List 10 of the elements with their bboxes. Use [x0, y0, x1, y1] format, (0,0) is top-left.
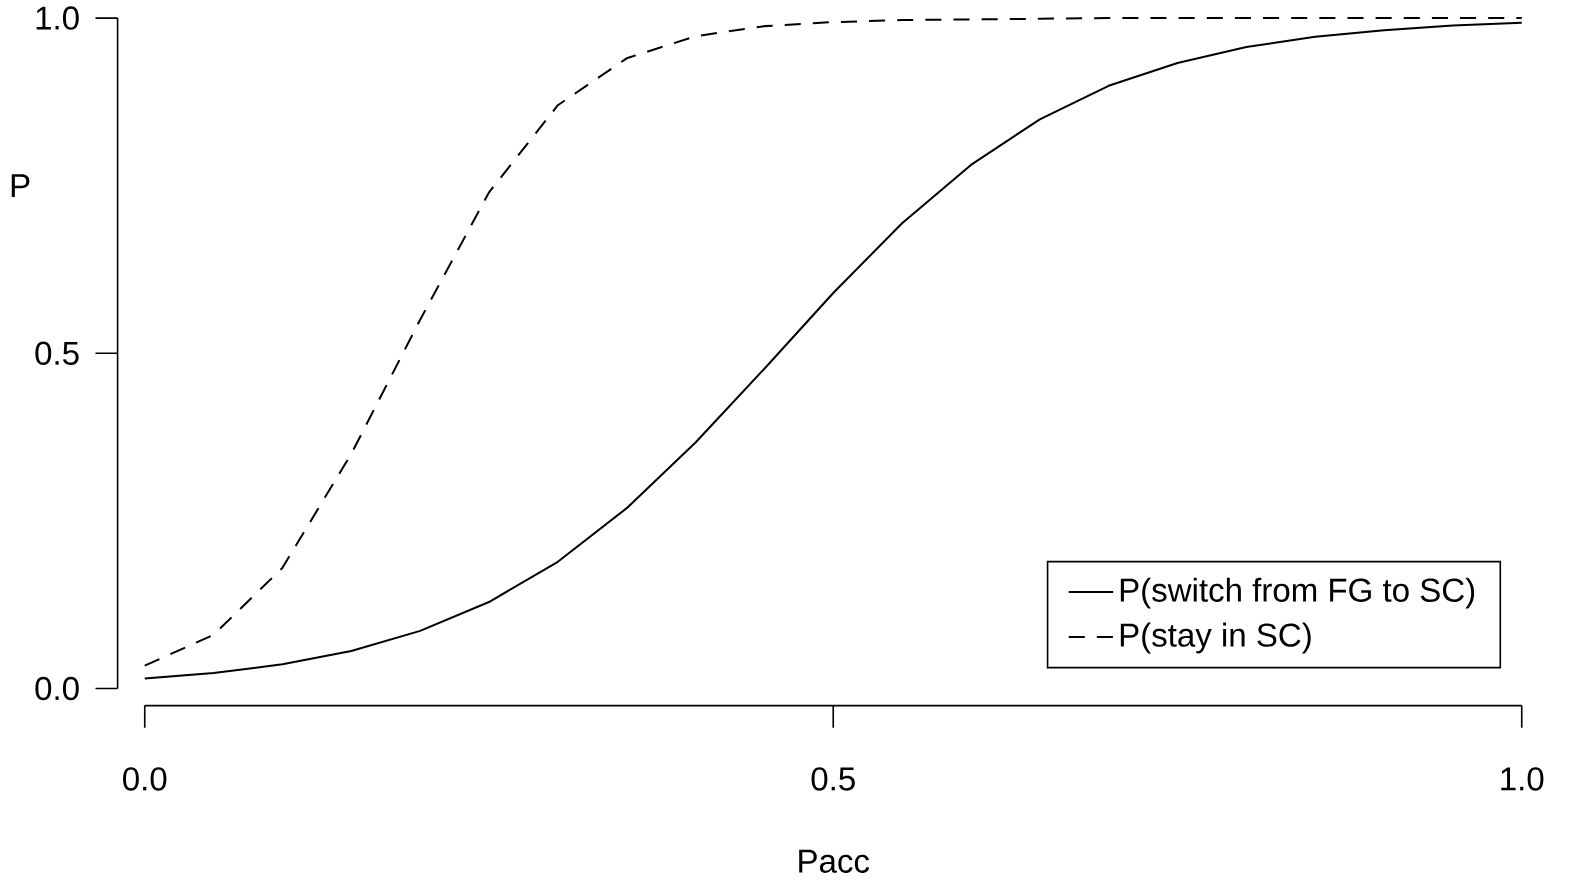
legend-label: P(stay in SC): [1120, 622, 1311, 654]
x-axis-title: Pacc: [799, 849, 870, 873]
y-tick-label: 1.0: [36, 6, 79, 30]
x-tick-label: 0.5: [811, 767, 855, 791]
x-tick-label: 0.0: [123, 767, 167, 791]
y-tick-label: 0.0: [35, 676, 79, 700]
legend-label: P(switch from FG to SC): [1120, 577, 1475, 609]
y-axis-title: P: [11, 174, 30, 197]
x-tick-label: 1.0: [1501, 767, 1544, 791]
y-tick-label: 0.5: [35, 341, 79, 365]
